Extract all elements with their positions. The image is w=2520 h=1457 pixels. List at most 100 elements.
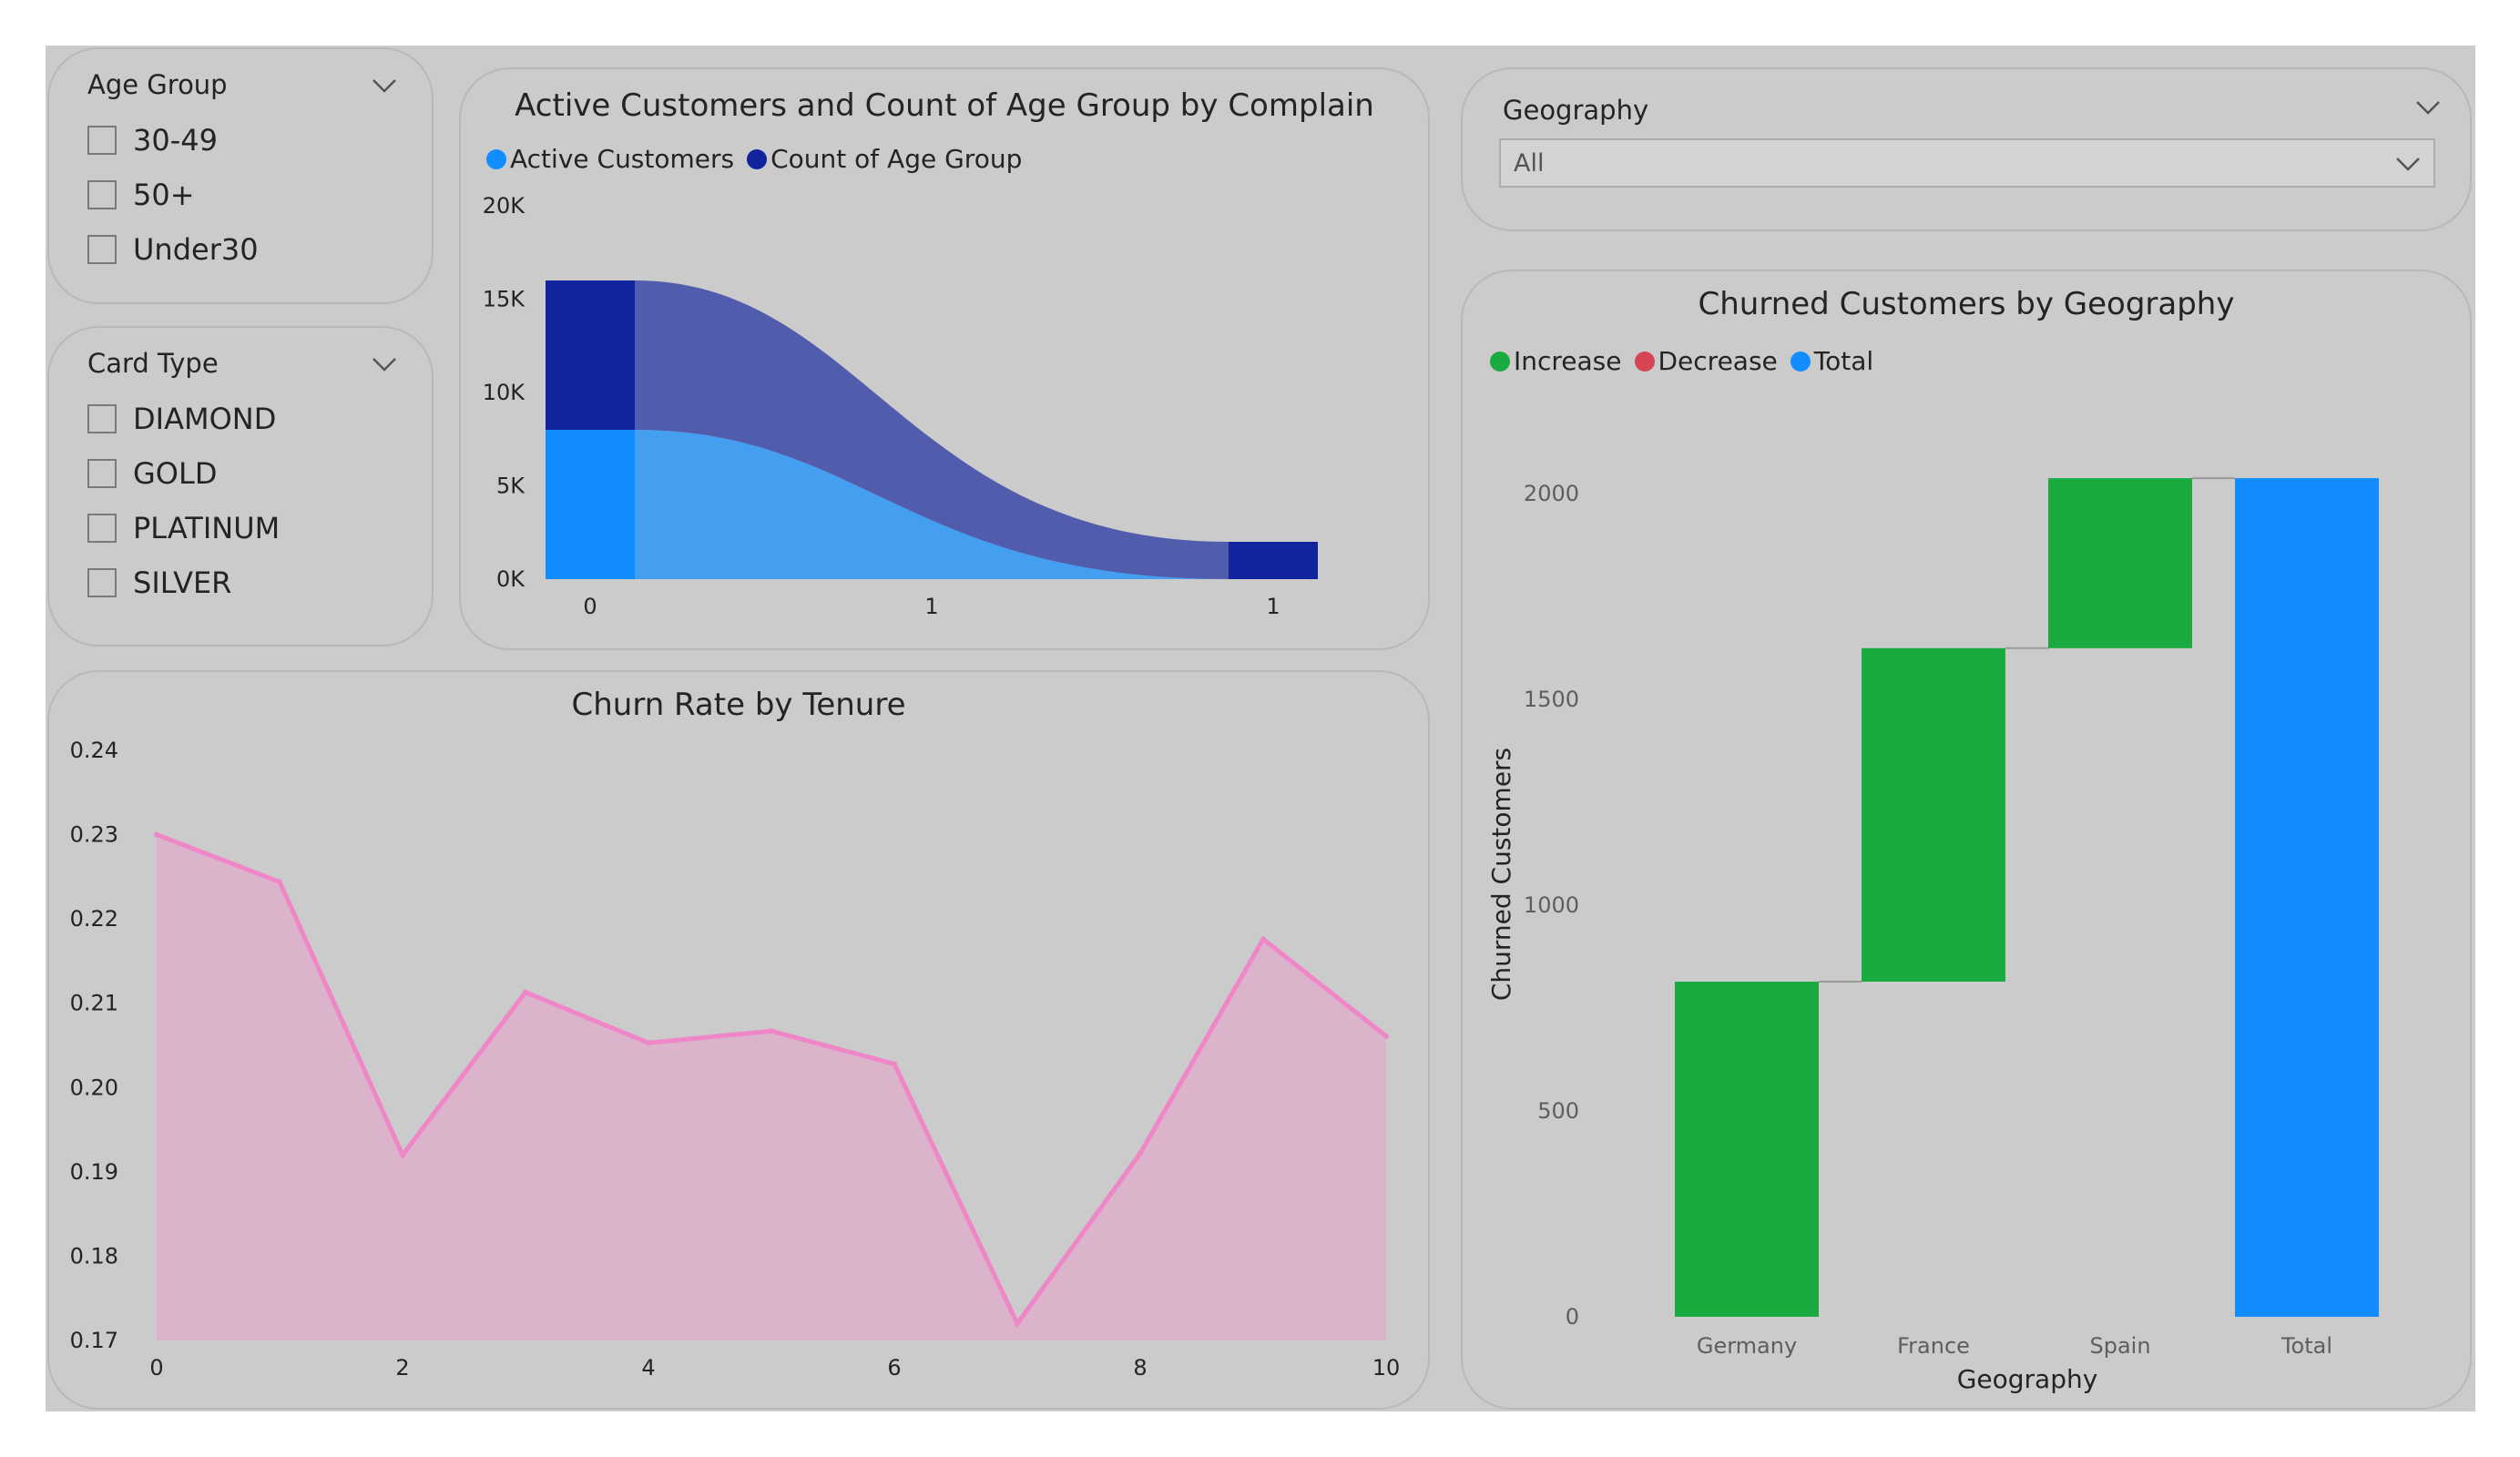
waterfall-bar (2235, 478, 2379, 1317)
area-chart: 0.17 0.18 0.19 0.20 0.21 0.22 0.23 0.24 0 2 4 6 8 10 (70, 738, 1401, 1381)
area-fill (157, 834, 1386, 1340)
legend-swatch (486, 148, 506, 169)
x-tick-label: 1 (1266, 594, 1280, 619)
x-tick-label: 4 (641, 1355, 655, 1381)
legend-label: Decrease (1658, 346, 1778, 376)
bar-count-age-group (1229, 542, 1318, 579)
waterfall-bar (1675, 981, 1819, 1317)
checkbox[interactable] (87, 180, 117, 209)
legend-swatch (1490, 351, 1510, 372)
legend-swatch (1790, 351, 1811, 372)
y-tick-label: 500 (1537, 1098, 1579, 1124)
legend-item[interactable]: Count of Age Group (747, 144, 1022, 174)
chevron-down-icon[interactable] (2415, 98, 2441, 117)
y-tick-label: 0 (1566, 1304, 1579, 1330)
ribbon-chart: 0K 5K 10K 15K 20K 0 1 1 (483, 193, 1318, 619)
legend-label: Active Customers (510, 144, 735, 174)
data-point (892, 1061, 897, 1067)
churn-rate-card: Churn Rate by Tenure 0.17 0.18 0.19 0.20 0.2… (47, 670, 1430, 1410)
legend-item[interactable]: Total (1790, 346, 1873, 376)
active-customers-card: Active Customers and Count of Age Group … (459, 67, 1430, 650)
bar-active-customers (546, 430, 635, 579)
ribbon-active-customers (635, 430, 1229, 579)
x-tick-label: Spain (2089, 1333, 2150, 1359)
age-group-option[interactable]: 50+ (87, 168, 195, 222)
age-group-option[interactable]: 30-49 (87, 113, 218, 168)
checkbox[interactable] (87, 235, 117, 264)
y-tick-label: 0.21 (70, 991, 118, 1016)
chevron-down-icon[interactable] (372, 76, 397, 95)
chevron-down-icon (2396, 158, 2420, 171)
data-point (277, 879, 282, 885)
x-tick-label: 8 (1133, 1355, 1147, 1381)
card-type-slicer: Card Type DIAMOND GOLD PLATINUM SILVER (47, 326, 434, 647)
y-tick-label: 20K (483, 193, 526, 219)
y-tick-label: 5K (496, 474, 525, 499)
data-point (646, 1040, 651, 1046)
option-label: Under30 (133, 232, 259, 267)
data-point (1138, 1150, 1143, 1156)
report-canvas: Age Group 30-49 50+ Under30 Card Type DI… (46, 46, 2475, 1411)
data-point (154, 831, 159, 838)
y-tick-label: 10K (483, 380, 526, 405)
ribbon-count-age-group (635, 280, 1229, 579)
legend-label: Increase (1514, 346, 1622, 376)
option-label: DIAMOND (133, 402, 277, 436)
card-type-option[interactable]: SILVER (87, 555, 231, 610)
data-point (769, 1028, 774, 1034)
y-tick-label: 1000 (1524, 892, 1579, 918)
data-point (400, 1152, 405, 1158)
data-point (1015, 1320, 1020, 1327)
bar-count-age-group (546, 280, 635, 430)
y-tick-label: 0.18 (70, 1243, 118, 1269)
y-tick-label: 0.17 (70, 1328, 118, 1353)
geography-slicer: Geography All (1461, 67, 2472, 231)
y-tick-label: 2000 (1524, 481, 1579, 506)
legend-item[interactable]: Active Customers (486, 144, 734, 174)
y-tick-label: 0.20 (70, 1075, 118, 1100)
checkbox[interactable] (87, 459, 117, 488)
legend-label: Count of Age Group (770, 144, 1023, 174)
chart-title: Active Customers and Count of Age Group … (515, 87, 1374, 124)
option-label: GOLD (133, 456, 218, 491)
checkbox[interactable] (87, 514, 117, 543)
y-tick-label: 0.24 (70, 738, 118, 763)
checkbox[interactable] (87, 568, 117, 597)
card-type-option[interactable]: GOLD (87, 446, 217, 501)
legend-item[interactable]: Decrease (1634, 346, 1778, 376)
x-tick-label: 1 (924, 594, 938, 619)
option-label: SILVER (133, 565, 232, 600)
x-tick-label: 10 (1372, 1355, 1401, 1381)
y-tick-label: 0K (496, 566, 525, 592)
waterfall-bar (2048, 478, 2192, 648)
legend-item[interactable]: Increase (1490, 346, 1622, 376)
x-tick-label: Germany (1697, 1333, 1797, 1359)
x-tick-label: Total (2280, 1333, 2332, 1359)
age-group-title: Age Group (87, 69, 228, 100)
y-tick-label: 15K (483, 287, 526, 312)
checkbox[interactable] (87, 126, 117, 155)
chart-legend: Active Customers Count of Age Group (486, 144, 1035, 174)
y-tick-label: 0.23 (70, 822, 118, 848)
geography-dropdown[interactable]: All (1499, 138, 2435, 188)
card-type-option[interactable]: DIAMOND (87, 392, 276, 446)
option-label: 50+ (133, 178, 195, 212)
x-tick-label: France (1897, 1333, 1970, 1359)
legend-swatch (1634, 351, 1655, 372)
card-type-option[interactable]: PLATINUM (87, 501, 280, 555)
age-group-slicer: Age Group 30-49 50+ Under30 (47, 47, 434, 304)
dropdown-value: All (1514, 149, 1545, 178)
chevron-down-icon[interactable] (372, 355, 397, 373)
x-tick-label: 0 (149, 1355, 163, 1381)
y-tick-label: 0.22 (70, 906, 118, 932)
waterfall-chart: 0 500 1000 1500 2000 Germany France Spain Total G… (1486, 477, 2379, 1394)
data-point (523, 989, 528, 995)
x-axis-title: Geography (1957, 1364, 2098, 1394)
age-group-option[interactable]: Under30 (87, 222, 259, 277)
y-tick-label: 0.19 (70, 1159, 118, 1185)
waterfall-bar (1862, 647, 2005, 982)
card-type-title: Card Type (87, 348, 219, 379)
checkbox[interactable] (87, 404, 117, 433)
x-tick-label: 0 (583, 594, 597, 619)
legend-swatch (747, 148, 768, 169)
